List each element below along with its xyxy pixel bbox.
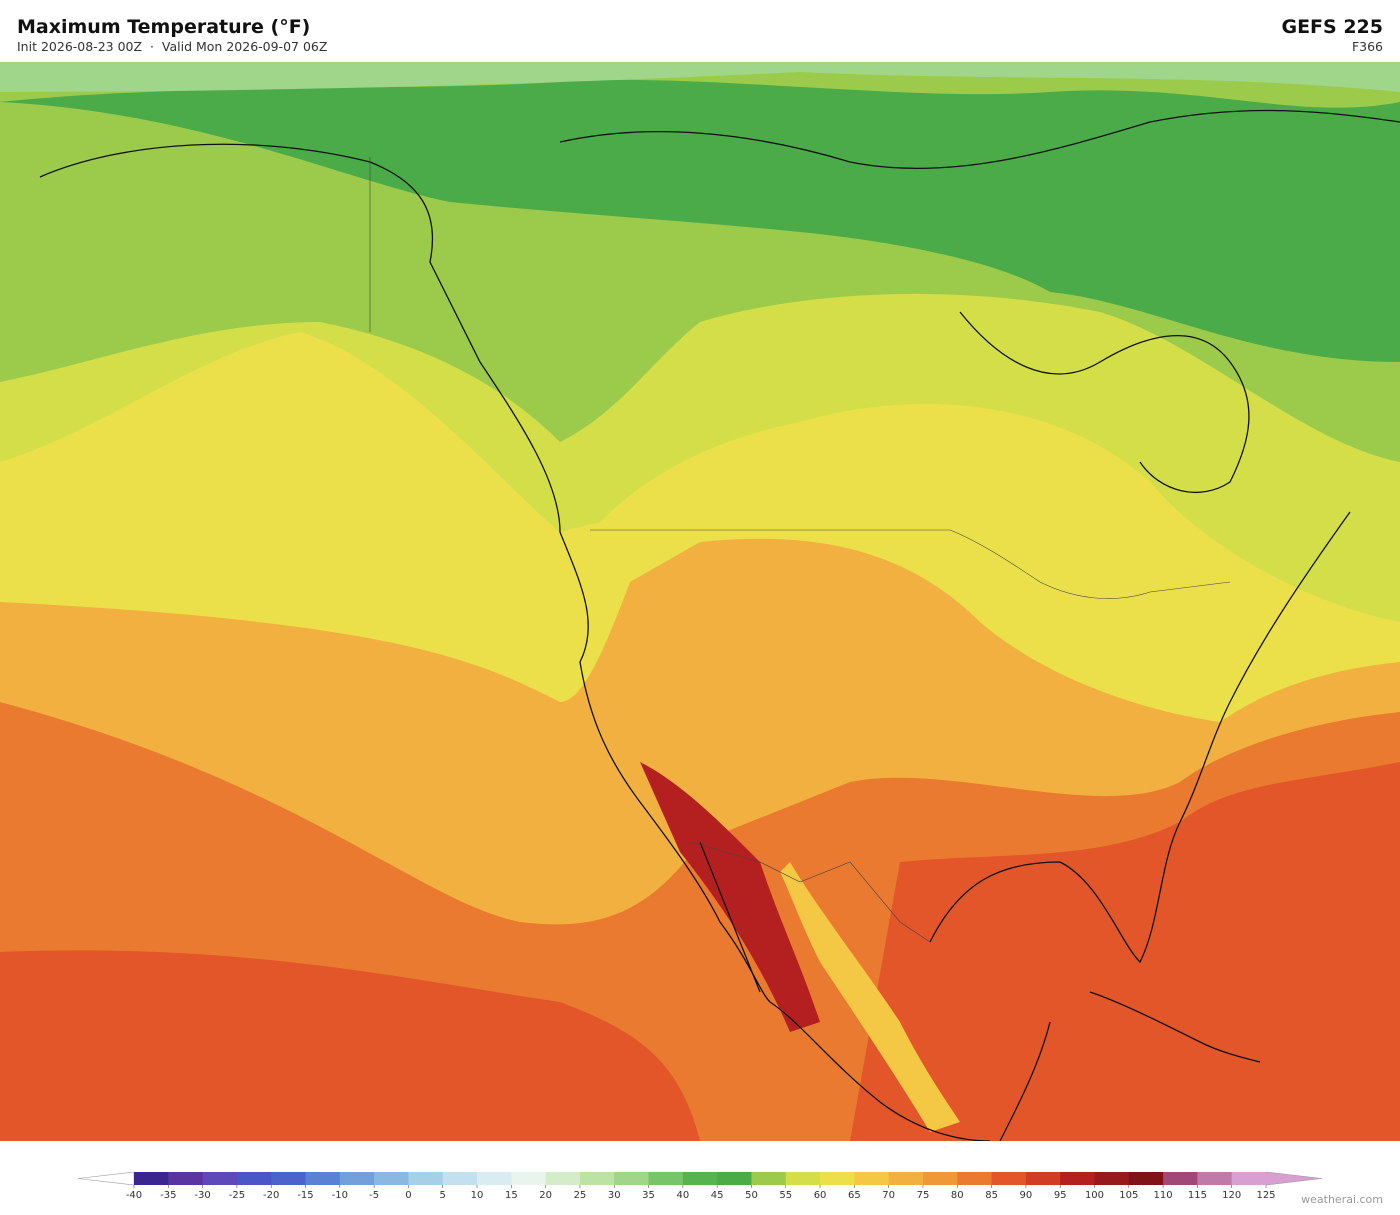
colorbar: -40 -35 -30 -25 -20 -15 -10 -5 0 5 10 15 20 25 30 35 40 4… <box>77 1171 1323 1200</box>
colorbar-tick-label: 125 <box>1256 1190 1275 1200</box>
colorbar-tick-label: 65 <box>848 1190 861 1200</box>
colorbar-segment <box>854 1172 890 1185</box>
colorbar-tick-label: -20 <box>263 1190 279 1200</box>
colorbar-segment <box>168 1172 204 1185</box>
coastlines <box>39 109 1400 1141</box>
colorbar-segment <box>579 1172 615 1185</box>
colorbar-tick-label: 20 <box>539 1190 552 1200</box>
colorbar-tick-label: 60 <box>814 1190 827 1200</box>
colorbar-tick-label: 35 <box>642 1190 655 1200</box>
colorbar-segment <box>236 1172 272 1185</box>
colorbar-tick-label: 80 <box>951 1190 964 1200</box>
colorbar-segment <box>820 1172 855 1185</box>
colorbar-segment <box>1231 1172 1267 1185</box>
colorbar-segment <box>545 1172 581 1185</box>
colorbar-segment <box>991 1172 1027 1185</box>
colorbar-segment <box>442 1172 478 1185</box>
model-name: GEFS 225 <box>1281 16 1383 38</box>
field-30 <box>0 62 1400 92</box>
colorbar-segment <box>374 1172 409 1185</box>
colorbar-tick-label: 25 <box>574 1190 587 1200</box>
colorbar-segment <box>1060 1172 1095 1185</box>
colorbar-tick-label: 115 <box>1188 1190 1207 1200</box>
map <box>0 62 1400 1141</box>
colorbar-tick-label: 50 <box>745 1190 758 1200</box>
colorbar-tick-label: 90 <box>1020 1190 1033 1200</box>
colorbar-tick-label: -40 <box>126 1190 142 1200</box>
borders <box>369 157 1231 943</box>
field-95 <box>640 762 820 1032</box>
colorbar-tick-label: 45 <box>711 1190 724 1200</box>
colorbar-under <box>77 1171 135 1186</box>
colorbar-tick-label: -5 <box>369 1190 379 1200</box>
map-title: Maximum Temperature (°F) <box>17 16 311 38</box>
colorbar-segment <box>614 1172 650 1185</box>
colorbar-tick-label: 5 <box>440 1190 446 1200</box>
colorbar-segment <box>785 1172 821 1185</box>
colorbar-segment <box>922 1172 958 1185</box>
colorbar-tick-label: 55 <box>779 1190 792 1200</box>
colorbar-tick-label: 105 <box>1119 1190 1138 1200</box>
colorbar-segment <box>648 1172 684 1185</box>
colorbar-tick-label: 75 <box>917 1190 930 1200</box>
credit: weatherai.com <box>1301 1193 1383 1206</box>
field-65 <box>780 862 960 1132</box>
map-subtitle: Init 2026-08-23 00Z · Valid Mon 2026-09-… <box>17 39 328 54</box>
colorbar-segment <box>1197 1172 1233 1185</box>
colorbar-tick-label: 70 <box>882 1190 895 1200</box>
colorbar-segment <box>305 1172 341 1185</box>
colorbar-segment <box>682 1172 718 1185</box>
colorbar-tick-label: 10 <box>471 1190 484 1200</box>
colorbar-tick-label: 110 <box>1154 1190 1173 1200</box>
colorbar-segment <box>477 1172 512 1185</box>
colorbar-segment <box>1128 1172 1164 1185</box>
colorbar-tick-label: 0 <box>405 1190 411 1200</box>
colorbar-segment <box>271 1172 307 1185</box>
colorbar-tick-label: -25 <box>229 1190 245 1200</box>
colorbar-segment <box>408 1172 444 1185</box>
colorbar-tick-label: 85 <box>985 1190 998 1200</box>
forecast-hour: F366 <box>1351 39 1383 54</box>
colorbar-segment <box>1094 1172 1130 1185</box>
colorbar-segment <box>957 1172 993 1185</box>
colorbar-tick-label: 95 <box>1054 1190 1067 1200</box>
colorbar-tick-label: -15 <box>297 1190 313 1200</box>
colorbar-tick-label: 120 <box>1222 1190 1241 1200</box>
colorbar-tick-label: -10 <box>332 1190 348 1200</box>
colorbar-tick-label: 100 <box>1085 1190 1104 1200</box>
colorbar-segment <box>202 1172 238 1185</box>
colorbar-tick-label: 40 <box>676 1190 689 1200</box>
colorbar-segment <box>888 1172 924 1185</box>
colorbar-tick-label: -35 <box>160 1190 176 1200</box>
colorbar-segment <box>717 1172 752 1185</box>
colorbar-tick-label: -30 <box>194 1190 210 1200</box>
colorbar-segment <box>511 1172 547 1185</box>
colorbar-tick-label: 15 <box>505 1190 518 1200</box>
colorbar-segment <box>1025 1172 1061 1185</box>
colorbar-over <box>1265 1171 1323 1186</box>
colorbar-segment <box>1163 1172 1198 1185</box>
colorbar-tick-label: 30 <box>608 1190 621 1200</box>
colorbar-segment <box>134 1172 169 1185</box>
colorbar-segment <box>339 1172 375 1185</box>
colorbar-segment <box>751 1172 787 1185</box>
